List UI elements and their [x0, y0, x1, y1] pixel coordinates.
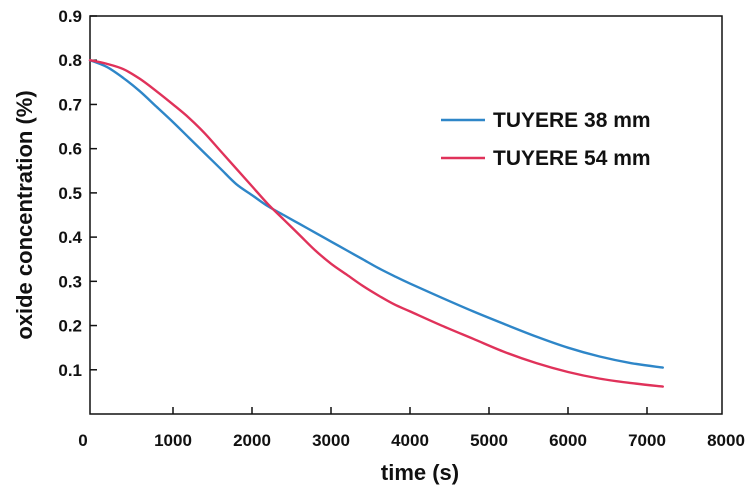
x-tick-label: 8000 [707, 431, 745, 450]
series-line-tuyere-38mm [88, 59, 664, 369]
x-tick-label: 2000 [233, 431, 271, 450]
y-tick-label: 0.8 [58, 51, 82, 70]
x-axis-label: time (s) [381, 460, 459, 485]
x-tick-label: 6000 [549, 431, 587, 450]
plot-frame [89, 15, 723, 415]
legend-label-tuyere-38mm: TUYERE 38 mm [493, 109, 651, 132]
x-tick-label: 5000 [470, 431, 508, 450]
x-tick-label: 0 [78, 431, 87, 450]
y-tick-label: 0.2 [58, 317, 82, 336]
x-tick-label: 7000 [628, 431, 666, 450]
x-axis-ticks: 0 1000 2000 3000 4000 5000 6000 7000 8000 [78, 407, 745, 450]
series-line-tuyere-54mm [88, 59, 664, 388]
y-tick-label: 0.3 [58, 272, 82, 291]
y-tick-label: 0.4 [58, 228, 82, 247]
y-tick-label: 0.6 [58, 140, 82, 159]
y-tick-label: 0.1 [58, 361, 82, 380]
x-tick-label: 3000 [312, 431, 350, 450]
y-tick-label: 0.9 [58, 7, 82, 26]
y-axis-label: oxide concentration (%) [12, 90, 37, 339]
y-tick-label: 0.5 [58, 184, 82, 203]
y-axis-ticks: 0.1 0.2 0.3 0.4 0.5 0.6 0.7 0.8 0.9 [58, 7, 97, 380]
series-layer [88, 59, 664, 388]
x-tick-label: 4000 [391, 431, 429, 450]
legend: TUYERE 38 mm TUYERE 54 mm [441, 109, 651, 170]
y-tick-label: 0.7 [58, 95, 82, 114]
legend-label-tuyere-54mm: TUYERE 54 mm [493, 147, 651, 170]
x-tick-label: 1000 [154, 431, 192, 450]
